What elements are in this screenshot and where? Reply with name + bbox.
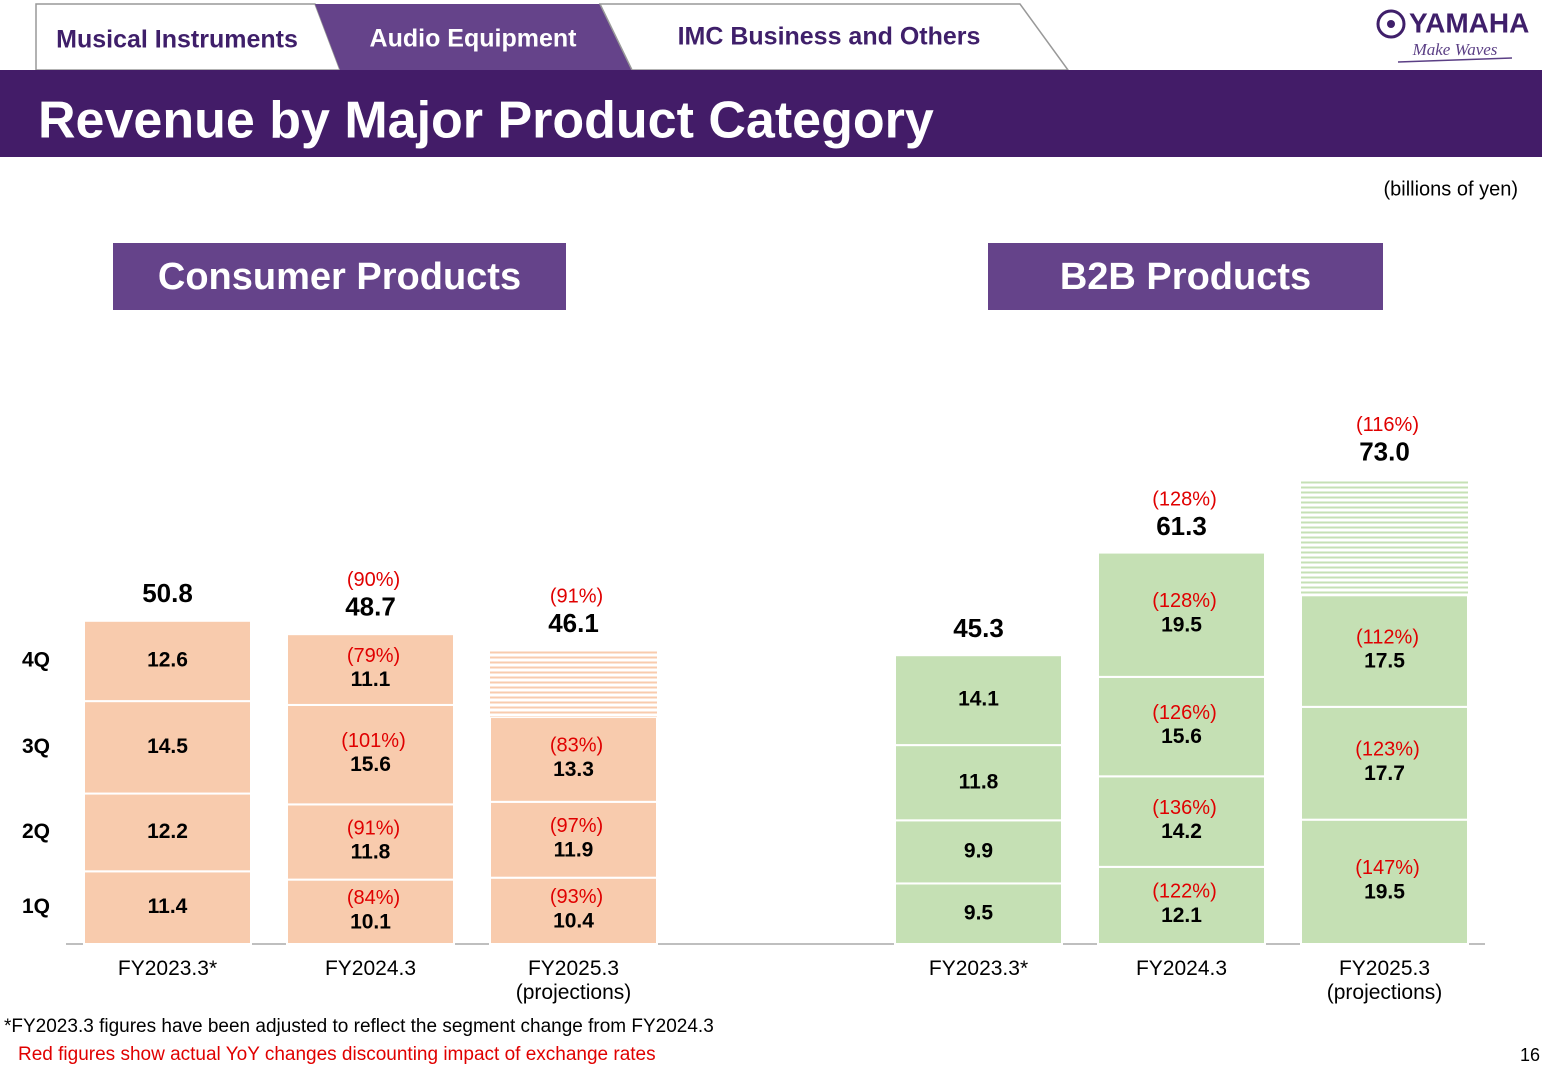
logo-emblem xyxy=(1376,9,1406,39)
value-label: 9.5 xyxy=(964,901,994,924)
tab-label[interactable]: Audio Equipment xyxy=(370,25,578,53)
legend-label: 3Q xyxy=(22,735,50,758)
x-tick-label: FY2024.3 xyxy=(324,957,417,980)
unit-note: (billions of yen) xyxy=(1383,178,1518,200)
value-label: 15.6 xyxy=(350,753,391,776)
tagline-swoosh xyxy=(1397,57,1513,63)
bar-segment xyxy=(1097,865,1266,945)
total-label: 61.3 xyxy=(1156,511,1207,541)
legend-label: 4Q xyxy=(22,648,50,671)
footnote: *FY2023.3 figures have been adjusted to … xyxy=(4,1016,714,1037)
yoy-label: (123%) xyxy=(1355,739,1419,761)
yoy-label: (112%) xyxy=(1356,626,1419,648)
x-tick-label: FY2023.3* xyxy=(117,957,218,980)
yoy-label: (84%) xyxy=(347,887,400,909)
value-label: 14.1 xyxy=(958,688,999,711)
total-yoy-label: (90%) xyxy=(347,569,400,591)
value-label: 11.9 xyxy=(554,838,594,861)
yoy-label: (128%) xyxy=(1152,590,1216,612)
value-label: 10.1 xyxy=(350,910,391,933)
logo: YAMAHA xyxy=(1409,7,1529,38)
value-label: 11.4 xyxy=(148,895,188,918)
yoy-label: (136%) xyxy=(1152,797,1216,819)
x-tick-label: FY2025.3 (projections) xyxy=(1326,957,1443,1004)
value-label: 12.2 xyxy=(147,820,188,843)
bar-segment xyxy=(489,716,658,803)
bar-segment xyxy=(489,876,658,946)
value-label: 9.9 xyxy=(964,839,993,862)
bar-segment xyxy=(1097,675,1266,778)
yoy-label: (79%) xyxy=(347,645,400,667)
bar-segment xyxy=(286,803,455,881)
section-box xyxy=(113,243,566,310)
value-label: 11.8 xyxy=(959,770,999,793)
total-label: 48.7 xyxy=(345,591,396,621)
total-yoy-label: (128%) xyxy=(1152,488,1216,510)
bar-segment xyxy=(286,878,455,945)
page-number: 16 xyxy=(1520,1045,1540,1065)
tab-active[interactable] xyxy=(315,4,632,70)
title-band xyxy=(0,70,1542,157)
bar-segment xyxy=(1300,705,1469,821)
yoy-label: (93%) xyxy=(550,886,603,908)
yoy-label: (147%) xyxy=(1355,857,1419,879)
bar-segment xyxy=(1097,551,1266,678)
value-label: 14.5 xyxy=(147,735,188,758)
bar-segment xyxy=(286,703,455,806)
bar-segment xyxy=(1300,818,1469,945)
yoy-label: (126%) xyxy=(1152,702,1216,724)
page-title: Revenue by Major Product Category xyxy=(38,92,934,150)
value-label: 12.1 xyxy=(1161,904,1202,927)
section-title: B2B Products xyxy=(1060,256,1311,298)
value-label: 11.1 xyxy=(351,668,391,691)
footnote: Red figures show actual YoY changes disc… xyxy=(18,1044,656,1065)
total-label: 50.8 xyxy=(142,578,193,608)
x-tick-label: FY2025.3 (projections) xyxy=(515,957,632,1004)
bar-segment xyxy=(489,800,658,879)
value-label: 10.4 xyxy=(553,909,594,932)
value-label: 19.5 xyxy=(1364,880,1405,903)
bar-segment xyxy=(286,633,455,706)
legend-label: 2Q xyxy=(22,820,50,843)
total-label: 46.1 xyxy=(548,608,599,638)
bar-segment xyxy=(894,882,1063,945)
value-label: 12.6 xyxy=(147,648,188,671)
legend-label: 1Q xyxy=(22,895,50,918)
bar-segment xyxy=(894,654,1063,747)
tab-label[interactable]: IMC Business and Others xyxy=(678,23,981,51)
bar-segment xyxy=(894,819,1063,885)
total-yoy-label: (116%) xyxy=(1356,414,1419,436)
yoy-label: (91%) xyxy=(347,817,400,839)
value-label: 17.7 xyxy=(1364,762,1405,785)
x-tick-label: FY2024.3 xyxy=(1135,957,1228,980)
section-title: Consumer Products xyxy=(158,256,521,298)
bar-segment xyxy=(1300,594,1469,708)
yoy-label: (97%) xyxy=(550,815,603,837)
projected-segment xyxy=(1301,478,1468,596)
tagline: Make Waves xyxy=(1412,40,1498,59)
logo-emblem xyxy=(1387,20,1395,28)
bar-segment xyxy=(894,744,1063,822)
yoy-label: (122%) xyxy=(1152,881,1216,903)
value-label: 11.8 xyxy=(351,841,391,864)
yoy-label: (101%) xyxy=(341,730,405,752)
yoy-label: (83%) xyxy=(550,735,603,757)
x-tick-label: FY2023.3* xyxy=(928,957,1029,980)
total-label: 73.0 xyxy=(1359,437,1410,467)
section-box xyxy=(988,243,1383,310)
value-label: 15.6 xyxy=(1161,725,1202,748)
total-yoy-label: (91%) xyxy=(550,585,603,607)
value-label: 17.5 xyxy=(1364,650,1405,673)
bar-segment xyxy=(83,619,252,703)
projected-segment xyxy=(490,650,657,718)
total-label: 45.3 xyxy=(953,613,1004,643)
tab-label[interactable]: Musical Instruments xyxy=(56,26,298,54)
value-label: 13.3 xyxy=(553,758,594,781)
value-label: 14.2 xyxy=(1161,820,1202,843)
value-label: 19.5 xyxy=(1161,613,1202,636)
bar-segment xyxy=(1097,775,1266,868)
